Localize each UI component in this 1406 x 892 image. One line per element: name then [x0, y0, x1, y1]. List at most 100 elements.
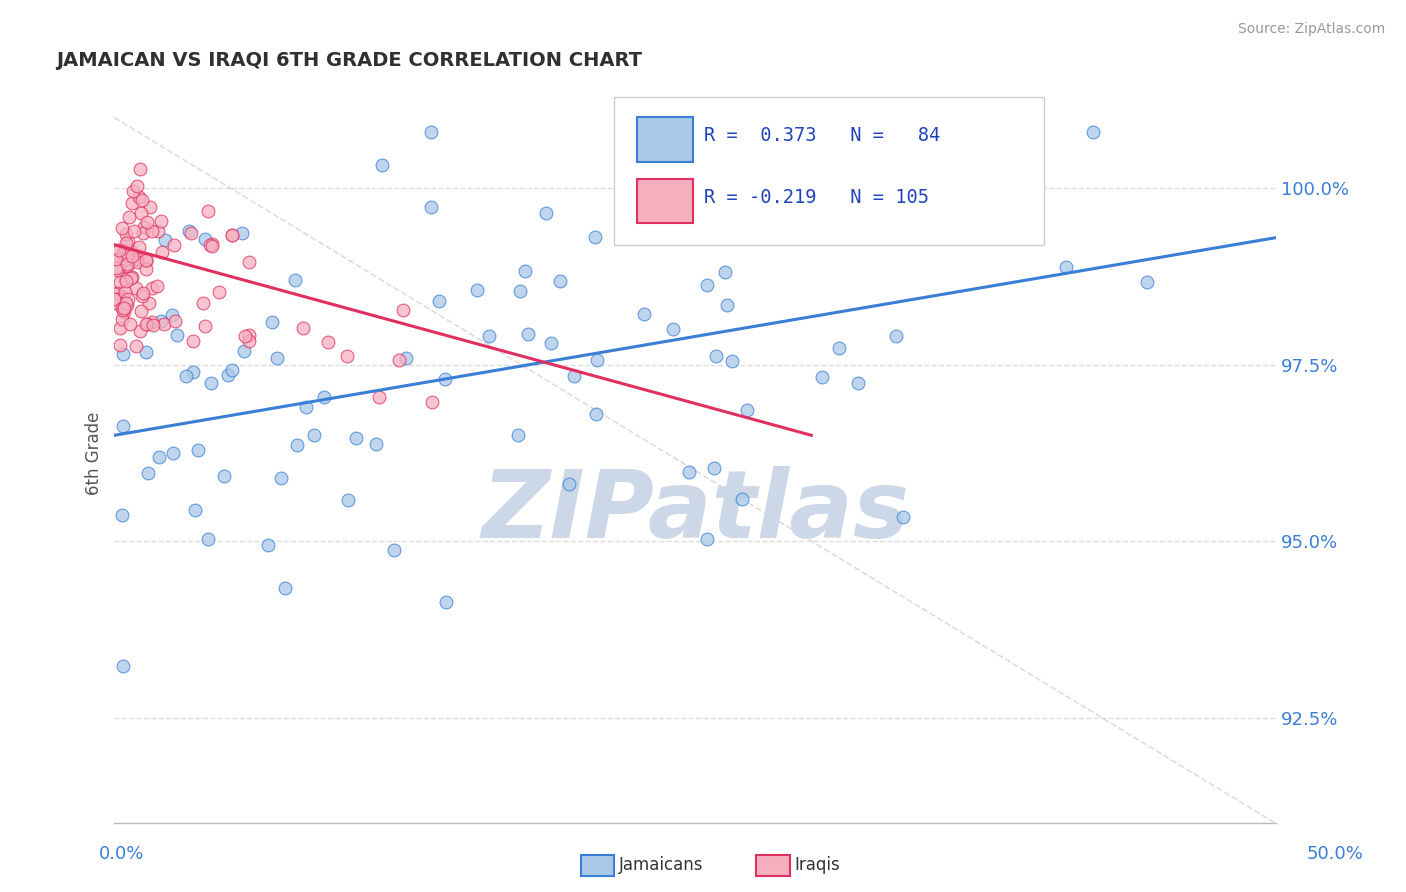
Point: [108, 337, 131, 351]
Point: [302, 427, 325, 442]
Point: [115, 298, 138, 312]
Point: [162, 446, 184, 460]
Point: [678, 466, 700, 480]
Point: [877, 217, 900, 231]
Point: [131, 289, 153, 303]
Point: [731, 491, 754, 506]
Point: [513, 263, 536, 277]
Point: [540, 336, 562, 351]
Point: [270, 470, 292, 484]
Point: [141, 315, 163, 329]
Point: [292, 321, 315, 335]
Point: [114, 244, 136, 259]
Point: [174, 369, 197, 384]
Point: [136, 215, 159, 229]
Point: [105, 286, 128, 301]
Point: [392, 303, 415, 318]
Point: [132, 286, 155, 301]
Point: [260, 315, 283, 329]
Point: [371, 158, 394, 172]
Point: [187, 443, 209, 458]
Point: [115, 248, 138, 262]
Point: [194, 232, 217, 246]
Point: [233, 344, 256, 359]
Point: [135, 253, 157, 268]
Point: [127, 252, 149, 266]
Text: R =  0.373   N =   84: R = 0.373 N = 84: [704, 126, 941, 145]
FancyBboxPatch shape: [637, 117, 693, 161]
Point: [105, 261, 128, 276]
Point: [695, 278, 717, 293]
Point: [562, 369, 585, 384]
Point: [121, 184, 143, 198]
Point: [200, 236, 222, 251]
Point: [112, 305, 135, 319]
Point: [104, 252, 127, 266]
Point: [129, 206, 152, 220]
Point: [115, 257, 138, 271]
Point: [1054, 260, 1077, 275]
Point: [141, 281, 163, 295]
Point: [427, 293, 450, 308]
Point: [148, 224, 170, 238]
Point: [294, 400, 316, 414]
Point: [163, 237, 186, 252]
Point: [111, 301, 134, 315]
Point: [789, 195, 811, 210]
Point: [135, 252, 157, 267]
Point: [221, 363, 243, 377]
Point: [891, 509, 914, 524]
Text: Source: ZipAtlas.com: Source: ZipAtlas.com: [1237, 22, 1385, 37]
Point: [231, 226, 253, 240]
Point: [107, 292, 129, 306]
Point: [703, 461, 725, 475]
Point: [114, 285, 136, 299]
Point: [1136, 276, 1159, 290]
Point: [121, 248, 143, 262]
Point: [344, 431, 367, 445]
Point: [104, 295, 127, 310]
Point: [155, 233, 177, 247]
Point: [336, 493, 359, 508]
Point: [194, 319, 217, 334]
Point: [217, 368, 239, 382]
Point: [516, 327, 538, 342]
Point: [103, 292, 125, 306]
Point: [118, 211, 141, 225]
Point: [316, 334, 339, 349]
Point: [388, 353, 411, 368]
Point: [125, 255, 148, 269]
Point: [312, 390, 335, 404]
Point: [118, 317, 141, 331]
Point: [886, 329, 908, 343]
Text: R = -0.219   N = 105: R = -0.219 N = 105: [704, 187, 929, 207]
Point: [183, 502, 205, 516]
Point: [125, 339, 148, 353]
Point: [586, 353, 609, 368]
Point: [112, 419, 135, 434]
Point: [115, 274, 138, 288]
Point: [117, 292, 139, 306]
Point: [128, 161, 150, 176]
Point: [465, 283, 488, 297]
Point: [104, 287, 127, 301]
Point: [256, 538, 278, 552]
Point: [197, 204, 219, 219]
Text: JAMAICAN VS IRAQI 6TH GRADE CORRELATION CHART: JAMAICAN VS IRAQI 6TH GRADE CORRELATION …: [56, 51, 643, 70]
Point: [1081, 125, 1104, 139]
Point: [534, 206, 557, 220]
Point: [558, 477, 581, 491]
Point: [121, 195, 143, 210]
Point: [180, 226, 202, 240]
Point: [105, 262, 128, 277]
Point: [221, 228, 243, 243]
Point: [108, 320, 131, 334]
Text: Iraqis: Iraqis: [794, 856, 841, 874]
Point: [201, 239, 224, 253]
Point: [548, 274, 571, 288]
FancyBboxPatch shape: [614, 97, 1043, 245]
Point: [721, 353, 744, 368]
Point: [714, 264, 737, 278]
Point: [132, 219, 155, 234]
Point: [434, 595, 457, 609]
